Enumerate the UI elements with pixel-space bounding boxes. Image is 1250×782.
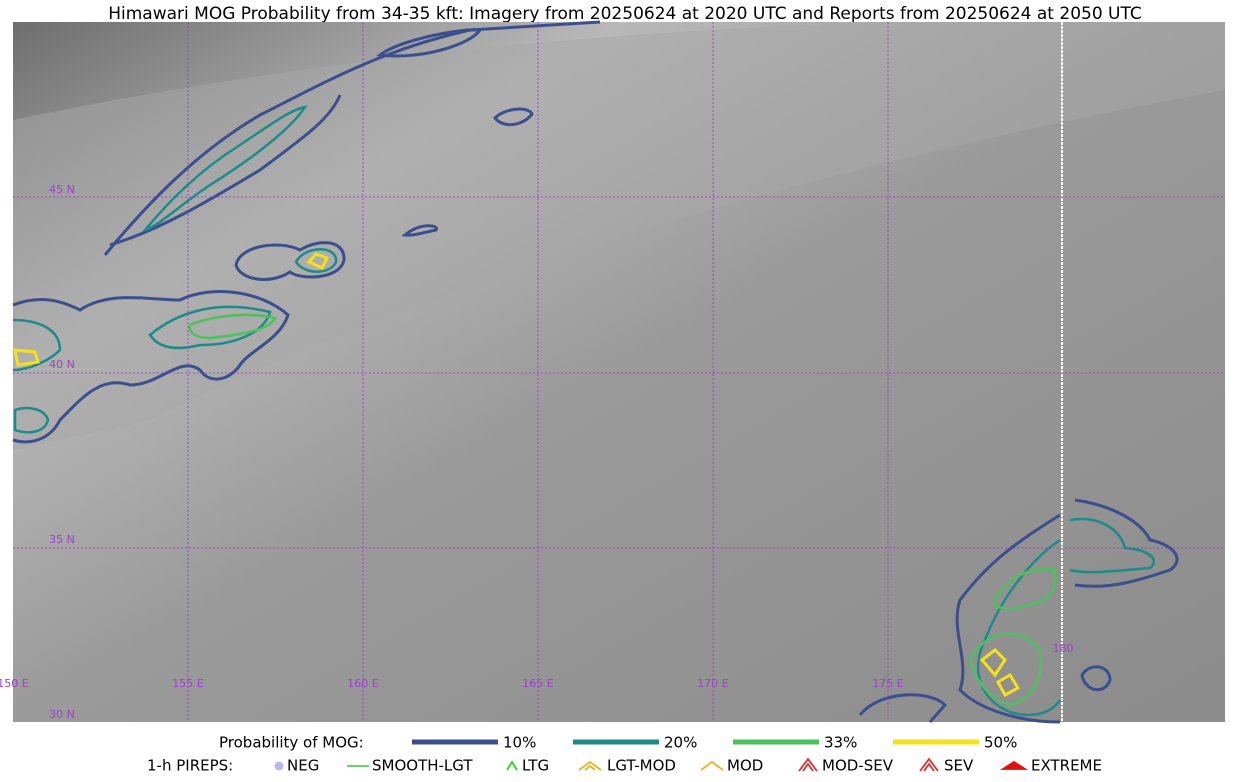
graticule bbox=[13, 22, 1225, 722]
lon-label: 180 bbox=[1053, 642, 1074, 655]
lon-label: 175 E bbox=[872, 677, 903, 690]
legend-entry: SMOOTH-LGT bbox=[372, 757, 473, 775]
legend-label: 1-h PIREPS: bbox=[147, 757, 233, 775]
legend-icon bbox=[999, 760, 1029, 770]
legend: Probability of MOG: 1-h PIREPS: bbox=[147, 734, 364, 775]
legend-entry: 50% bbox=[984, 734, 1017, 752]
legend-entry: MOD bbox=[727, 757, 763, 775]
lon-label: 150 E bbox=[0, 677, 29, 690]
lon-label: 155 E bbox=[172, 677, 203, 690]
legend-entry: LGT-MOD bbox=[607, 757, 676, 775]
lon-label: 170 E bbox=[697, 677, 728, 690]
legend-icon bbox=[274, 761, 284, 771]
contours bbox=[12, 20, 1179, 724]
lon-label: 160 E bbox=[347, 677, 378, 690]
legend-entry: 33% bbox=[824, 734, 857, 752]
legend-entry: MOD-SEV bbox=[822, 757, 894, 775]
legend-entry: 10% bbox=[503, 734, 536, 752]
legend-entry: LTG bbox=[522, 757, 549, 775]
legend-icon bbox=[506, 760, 518, 771]
cloud-band bbox=[13, 22, 1225, 450]
lat-label: 30 N bbox=[49, 708, 75, 721]
lat-label: 35 N bbox=[49, 533, 75, 546]
lat-label: 45 N bbox=[49, 183, 75, 196]
map: 150 E 155 E 160 E 165 E 170 E 175 E 180 … bbox=[0, 20, 1225, 724]
legend-label: Probability of MOG: bbox=[219, 734, 364, 752]
title: Himawari MOG Probability from 34-35 kft:… bbox=[108, 4, 1142, 24]
legend-icon bbox=[798, 757, 818, 772]
legend-icon bbox=[919, 757, 939, 772]
legend-entry: SEV bbox=[944, 757, 974, 775]
legend-entry: 20% bbox=[664, 734, 697, 752]
legend-icon bbox=[700, 760, 724, 771]
lon-label: 165 E bbox=[522, 677, 553, 690]
lat-label: 40 N bbox=[49, 358, 75, 371]
legend-entry: NEG bbox=[287, 757, 319, 775]
legend-icon bbox=[578, 760, 602, 771]
legend-entry: EXTREME bbox=[1031, 757, 1102, 775]
